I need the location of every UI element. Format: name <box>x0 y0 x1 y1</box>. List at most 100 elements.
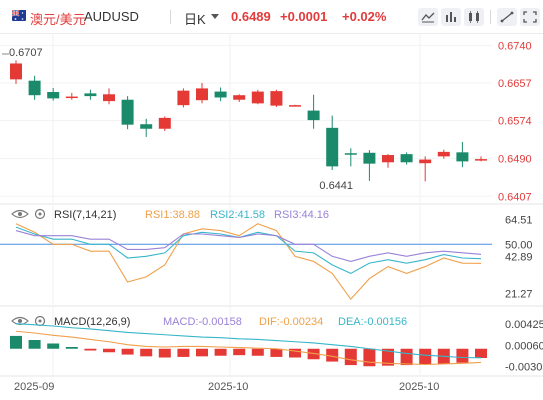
candle-body <box>47 92 60 99</box>
candle-body <box>28 80 41 96</box>
macd-histogram-bar <box>419 348 432 365</box>
macd-histogram-bar <box>382 348 394 366</box>
macd-axis-tick: 0.00060 <box>505 340 543 352</box>
macd-histogram-bar <box>214 348 227 356</box>
candle-body <box>382 155 394 163</box>
header-divider <box>490 10 491 24</box>
settings-gear-icon <box>38 319 42 323</box>
rsi-axis-tick: 50.00 <box>505 239 533 251</box>
macd-histogram-bar <box>158 348 171 358</box>
macd-histogram-bar <box>289 348 301 358</box>
symbol-name[interactable]: 澳元/美元 <box>30 12 86 27</box>
price-axis-tick: 0.6490 <box>498 154 532 166</box>
rsi-legend-3: RSI3:44.16 <box>274 209 329 221</box>
macd-axis-tick: -0.00305 <box>505 362 543 374</box>
candle-body <box>233 95 246 100</box>
period-selector[interactable]: 日K <box>184 12 206 27</box>
macd-dif-line <box>15 330 482 366</box>
macd-panel: MACD(12,26,9) MACD:-0.00158 DIF:-0.00234 DE… <box>10 315 543 374</box>
candle-body <box>158 117 171 129</box>
candle-body <box>214 91 227 98</box>
macd-histogram-bar <box>475 348 487 358</box>
candle-body <box>103 94 115 102</box>
macd-histogram-bar <box>233 348 246 356</box>
rsi-axis-tick: 42.89 <box>505 251 533 263</box>
symbol-code[interactable]: AUDUSD <box>84 9 139 24</box>
price-change: +0.0001 <box>280 9 328 24</box>
candle-body <box>289 105 301 107</box>
fullscreen-icon[interactable] <box>520 8 540 26</box>
candle-body <box>344 153 357 155</box>
time-axis: 2025-09 2025-10 2025-10 <box>14 381 439 393</box>
candle-body <box>177 90 190 106</box>
macd-title: MACD(12,26,9) <box>54 316 130 328</box>
candle-body <box>10 63 22 80</box>
macd-legend-2: DIF:-0.00234 <box>259 316 323 328</box>
macd-histogram-bar <box>10 335 22 349</box>
australia-flag-icon <box>12 9 26 21</box>
candle-body <box>65 96 78 99</box>
rsi-series-1 <box>15 223 482 301</box>
macd-histogram-bar <box>456 348 469 363</box>
macd-histogram-bar <box>344 348 357 366</box>
candle-body <box>84 93 97 97</box>
chevron-down-icon[interactable] <box>211 14 219 19</box>
macd-histogram-bar <box>307 348 320 360</box>
visibility-eye-icon <box>18 212 22 216</box>
candle-body <box>121 99 134 125</box>
main-price-axis: 0.6740 0.6657 0.6574 0.6490 0.6407 <box>498 40 532 203</box>
macd-histogram-bar <box>326 348 339 362</box>
low-price-label: 0.6441 <box>319 180 353 192</box>
macd-histogram-bar <box>103 348 115 353</box>
rsi-legend-1: RSI1:38.88 <box>145 209 200 221</box>
compare-icon[interactable] <box>464 8 484 26</box>
macd-histogram-bar <box>251 348 264 356</box>
macd-histogram-bar <box>84 348 97 351</box>
macd-histogram-bar <box>177 348 190 357</box>
candle-body <box>437 151 450 157</box>
macd-histogram-bar <box>65 347 78 349</box>
rsi-axis-tick: 64.51 <box>505 214 533 226</box>
candle-body <box>456 152 469 162</box>
time-axis-label: 2025-10 <box>399 381 439 393</box>
rsi-panel: RSI(7,14,21) RSI1:38.88 RSI2:41.58 RSI3:44.… <box>0 208 533 301</box>
macd-histogram-bar <box>121 348 134 355</box>
visibility-eye-icon <box>18 319 22 323</box>
macd-histogram-bar <box>196 348 208 357</box>
main-candles: 0.6707 0.6441 <box>2 47 487 192</box>
draw-tools-icon[interactable] <box>497 8 517 26</box>
candle-body <box>196 88 208 101</box>
price-axis-tick: 0.6574 <box>498 116 532 128</box>
macd-legend-1: MACD:-0.00158 <box>163 316 242 328</box>
candle-body <box>363 152 376 164</box>
candle-body <box>400 154 413 163</box>
indicator-icon[interactable] <box>441 8 461 26</box>
macd-histogram-bar <box>363 348 376 367</box>
time-axis-label: 2025-09 <box>14 381 54 393</box>
last-price: 0.6489 <box>231 9 271 24</box>
candle-body <box>251 91 264 104</box>
price-change-percent: +0.02% <box>342 9 387 24</box>
candle-body <box>326 127 339 167</box>
macd-dea-line <box>15 323 482 359</box>
macd-axis-tick: 0.00425 <box>505 319 543 331</box>
macd-histogram-bar <box>270 348 283 357</box>
rsi-title: RSI(7,14,21) <box>54 209 116 221</box>
header-divider <box>170 10 171 24</box>
rsi-legend-2: RSI2:41.58 <box>210 209 265 221</box>
macd-histogram-bar <box>400 348 413 366</box>
price-axis-tick: 0.6407 <box>498 191 532 203</box>
macd-histogram-bar <box>47 343 60 349</box>
price-axis-tick: 0.6740 <box>498 40 532 52</box>
macd-histogram-bar <box>28 340 41 349</box>
rsi-series-3 <box>15 230 482 262</box>
rsi-axis-tick: 21.27 <box>505 289 533 301</box>
draw-line-icon[interactable] <box>418 8 438 26</box>
macd-histogram-bar <box>140 348 153 357</box>
rsi-series-2 <box>15 226 482 275</box>
price-axis-tick: 0.6657 <box>498 78 532 90</box>
chart-header: 澳元/美元 AUDUSD 日K 0.6489 +0.0001 +0.02% <box>0 0 543 34</box>
candle-body <box>307 110 320 121</box>
candle-body <box>475 159 487 161</box>
